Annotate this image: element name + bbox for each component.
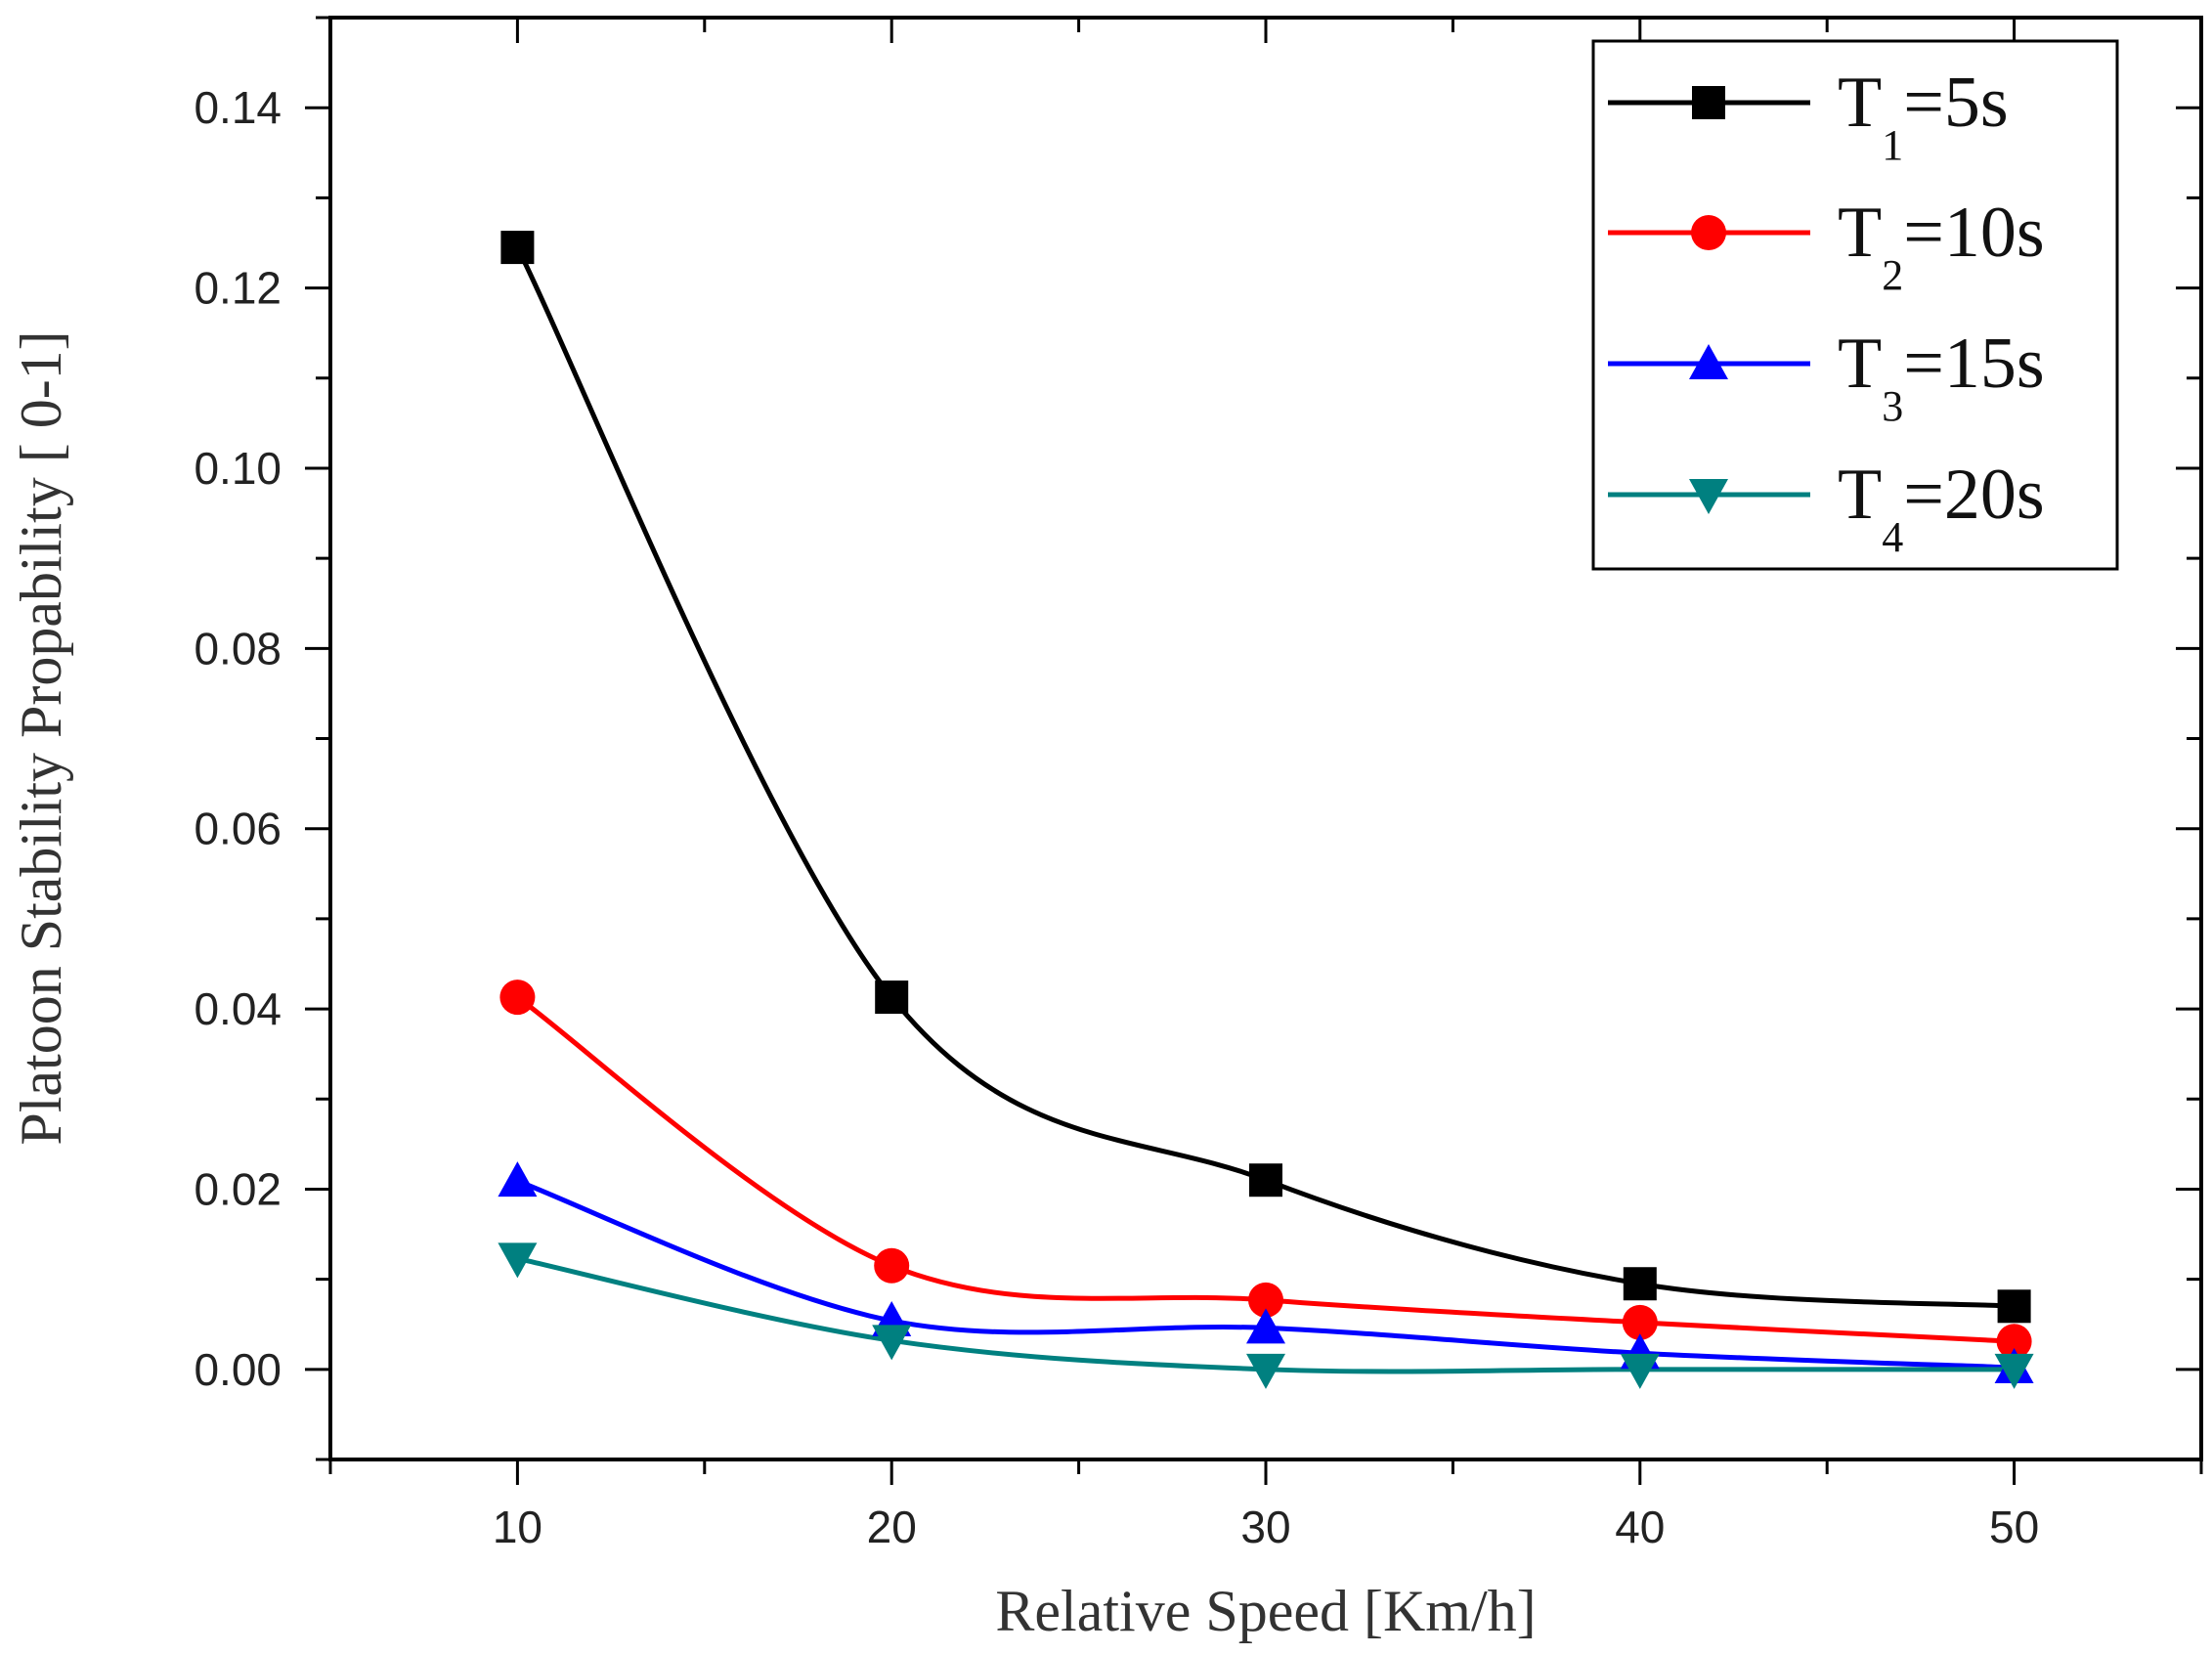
data-point-series-4 <box>1994 1353 2034 1389</box>
series-markers <box>498 231 2034 1389</box>
data-point-series-3 <box>498 1161 538 1198</box>
x-axis-title: Relative Speed [Km/h] <box>995 1579 1536 1643</box>
data-point-series-1 <box>500 231 535 265</box>
legend-marker-3 <box>1689 344 1728 379</box>
y-tick-label: 0.12 <box>194 263 282 314</box>
legend-label-2: T2=10s <box>1838 193 2045 299</box>
data-point-series-4 <box>1620 1353 1660 1389</box>
data-point-series-2 <box>1996 1324 2032 1360</box>
data-point-series-2 <box>1248 1282 1283 1318</box>
data-point-series-4 <box>872 1325 912 1361</box>
legend-box <box>1591 39 2119 571</box>
data-point-series-4 <box>498 1242 538 1279</box>
y-tick-label: 0.00 <box>194 1344 282 1395</box>
legend-marker-1 <box>1692 86 1725 119</box>
legend-marker-4 <box>1689 479 1728 514</box>
y-axis-title: Platoon Stability Propability [ 0-1] <box>9 330 73 1145</box>
series-line-1 <box>515 245 2015 1309</box>
legend: T1=5s T2=10s T3=15s T4=20s <box>1591 39 2119 571</box>
y-tick-label: 0.08 <box>194 623 282 674</box>
data-point-series-2 <box>874 1247 910 1284</box>
legend-label-4: T4=20s <box>1838 455 2045 561</box>
y-tick-label: 0.02 <box>194 1163 282 1214</box>
legend-label-1: T1=5s <box>1838 63 2009 169</box>
data-point-series-1 <box>1997 1289 2031 1324</box>
y-tick-label: 0.06 <box>194 804 282 854</box>
legend-marker-2 <box>1691 215 1726 250</box>
legend-label-3: T3=15s <box>1838 324 2045 430</box>
data-point-series-1 <box>875 980 909 1015</box>
axis-ticks <box>305 16 2203 1485</box>
x-tick-label: 30 <box>1240 1502 1290 1552</box>
x-tick-label: 10 <box>493 1502 542 1552</box>
y-tick-label: 0.04 <box>194 983 282 1034</box>
x-tick-label: 20 <box>867 1502 917 1552</box>
axis-tick-labels: 10 20 30 40 50 0.00 0.02 0.04 0.06 0.08 0.10 0.12 0.… <box>194 82 2039 1552</box>
data-point-series-1 <box>1249 1163 1282 1198</box>
y-tick-label: 0.10 <box>194 443 282 494</box>
x-tick-label: 50 <box>1989 1502 2039 1552</box>
data-point-series-1 <box>1623 1267 1657 1301</box>
data-point-series-2 <box>1622 1304 1658 1340</box>
data-point-series-2 <box>499 980 536 1016</box>
data-point-series-3 <box>1246 1308 1285 1344</box>
x-tick-label: 40 <box>1615 1502 1665 1552</box>
y-tick-label: 0.14 <box>194 82 282 133</box>
data-point-series-4 <box>1246 1353 1285 1389</box>
